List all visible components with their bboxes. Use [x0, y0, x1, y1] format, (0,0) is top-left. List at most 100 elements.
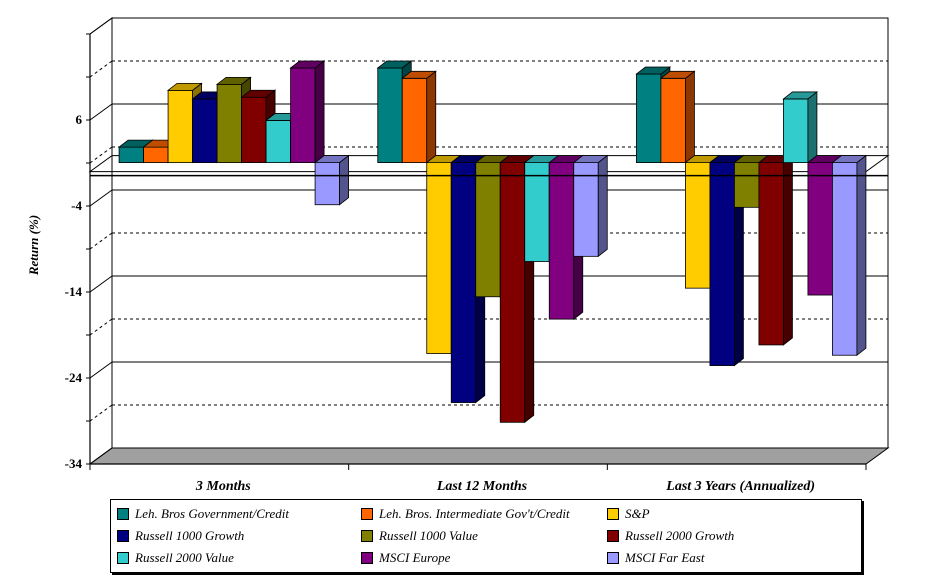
bar-front	[143, 146, 169, 163]
bar-top	[572, 155, 609, 164]
legend-item: Leh. Bros. Intermediate Gov't/Credit	[361, 505, 570, 523]
legend-label: S&P	[625, 506, 650, 521]
legend-swatch	[607, 530, 619, 542]
legend-item: Russell 1000 Growth	[117, 527, 244, 545]
y-tick-label: -4	[71, 198, 82, 213]
legend-label: Russell 2000 Value	[135, 550, 234, 565]
side-gridline	[89, 17, 113, 35]
side-gridline	[89, 60, 113, 78]
side-gridline	[89, 275, 113, 293]
y-tick-labels: 6 -4 -14 -24 -34	[65, 33, 90, 471]
bar-side	[597, 154, 608, 258]
bar-front	[709, 162, 735, 366]
bar-side	[783, 154, 793, 346]
y-tick-label: -24	[65, 370, 83, 385]
bar-front	[241, 96, 267, 163]
bar	[313, 154, 350, 206]
bar-front	[450, 162, 477, 403]
bar-top	[782, 91, 819, 100]
legend-swatch	[361, 530, 373, 542]
legend-label: Russell 1000 Growth	[135, 528, 245, 543]
bar-front	[636, 73, 662, 163]
bar-front	[290, 67, 316, 163]
bar-top	[289, 60, 326, 69]
side-gridline	[89, 189, 113, 207]
bar-front	[314, 162, 340, 206]
legend-swatch	[117, 508, 129, 520]
bar-side	[807, 91, 818, 164]
bar-front	[734, 162, 760, 208]
bar-chart: 6 -4 -14 -24 -34 3 Months Last 12 Months Last …	[26, 17, 890, 494]
legend-swatch	[361, 552, 373, 564]
legend-item: S&P	[607, 505, 650, 523]
y-axis-title: Return (%)	[26, 215, 41, 276]
bar	[708, 154, 745, 367]
bar-side	[339, 154, 349, 206]
bar-front	[401, 77, 428, 163]
bar	[572, 154, 609, 258]
legend-item: Russell 1000 Value	[361, 527, 478, 545]
bar-top	[240, 89, 277, 98]
bars	[117, 60, 868, 424]
legend-swatch	[607, 508, 619, 520]
side-gridline	[89, 232, 113, 250]
legend-item: Russell 2000 Value	[117, 549, 234, 567]
bar-front	[216, 83, 242, 163]
x-category-label: Last 3 Years (Annualized)	[665, 479, 815, 494]
x-category-labels: 3 Months Last 12 Months Last 3 Years (Annu…	[195, 479, 815, 494]
legend-item: MSCI Europe	[361, 549, 450, 567]
bar-front	[660, 77, 686, 163]
side-gridline	[89, 318, 113, 336]
bar-top	[313, 155, 350, 164]
y-tick-label: -34	[65, 456, 83, 471]
bar-front	[192, 98, 218, 163]
bar-front	[426, 162, 452, 354]
bar-front	[265, 120, 291, 163]
legend-label: Russell 1000 Value	[379, 528, 478, 543]
bar-top	[401, 70, 437, 79]
legend-swatch	[117, 552, 129, 564]
legend-label: Leh. Bros. Intermediate Gov't/Credit	[379, 506, 570, 521]
bar	[757, 154, 794, 346]
legend-label: MSCI Far East	[625, 550, 705, 565]
bar-front	[118, 146, 144, 163]
floor	[88, 447, 890, 465]
legend-item: MSCI Far East	[607, 549, 704, 567]
y-tick-label: 6	[76, 112, 83, 127]
bar-front	[499, 162, 526, 423]
legend-item: Leh. Bros Government/Credit	[117, 505, 289, 523]
legend-label: Russell 2000 Growth	[625, 528, 735, 543]
bar-side	[685, 70, 695, 164]
bar	[782, 91, 819, 164]
bar-top	[635, 66, 672, 75]
legend-item: Russell 2000 Growth	[607, 527, 734, 545]
bar-front	[377, 67, 403, 163]
bar	[289, 60, 326, 164]
bar	[831, 154, 868, 357]
bar-top	[166, 82, 203, 91]
side-gridline	[89, 447, 113, 465]
bar-front	[758, 162, 784, 346]
bar-front	[524, 162, 550, 262]
bar-top	[659, 70, 696, 79]
bar-top	[376, 60, 413, 69]
bar-front	[167, 89, 193, 163]
bar-front	[832, 162, 858, 356]
bar-front	[807, 162, 833, 296]
legend-swatch	[607, 552, 619, 564]
x-category-label: 3 Months	[195, 479, 251, 494]
legend-label: MSCI Europe	[379, 550, 451, 565]
bar-front	[548, 162, 575, 320]
x-category-label: Last 12 Months	[436, 479, 528, 494]
legend-swatch	[117, 530, 129, 542]
bar-front	[475, 162, 501, 298]
y-tick-label: -14	[65, 284, 83, 299]
bar-top	[831, 155, 868, 164]
legend: Leh. Bros Government/Credit Leh. Bros. In…	[110, 499, 862, 573]
side-gridline	[89, 361, 113, 379]
bar-top	[215, 76, 252, 85]
bar-front	[783, 98, 809, 163]
bar-front	[685, 162, 711, 289]
bar-side	[426, 70, 437, 164]
bar	[659, 70, 696, 164]
